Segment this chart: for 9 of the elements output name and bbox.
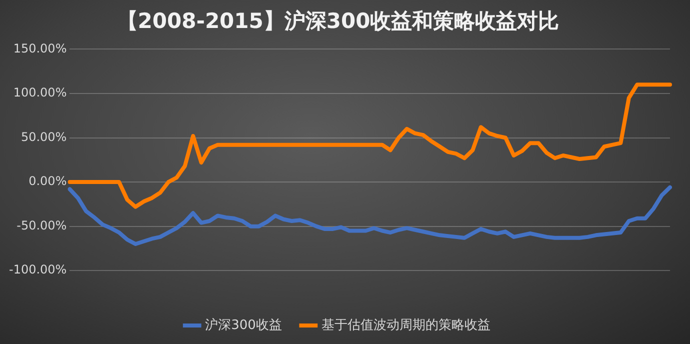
y-tick-label: 50.00% [20, 130, 67, 144]
y-tick-label: 0.00% [28, 174, 67, 188]
y-tick-label: 150.00% [13, 41, 67, 56]
legend-label: 基于估值波动周期的策略收益 [321, 318, 490, 333]
chart-title: 【2008-2015】沪深300收益和策略收益对比 [116, 9, 560, 34]
y-tick-label: 100.00% [13, 86, 67, 100]
y-tick-label: -50.00% [16, 218, 67, 232]
y-tick-label: -100.00% [8, 262, 67, 277]
legend-label: 沪深300收益 [205, 316, 282, 333]
